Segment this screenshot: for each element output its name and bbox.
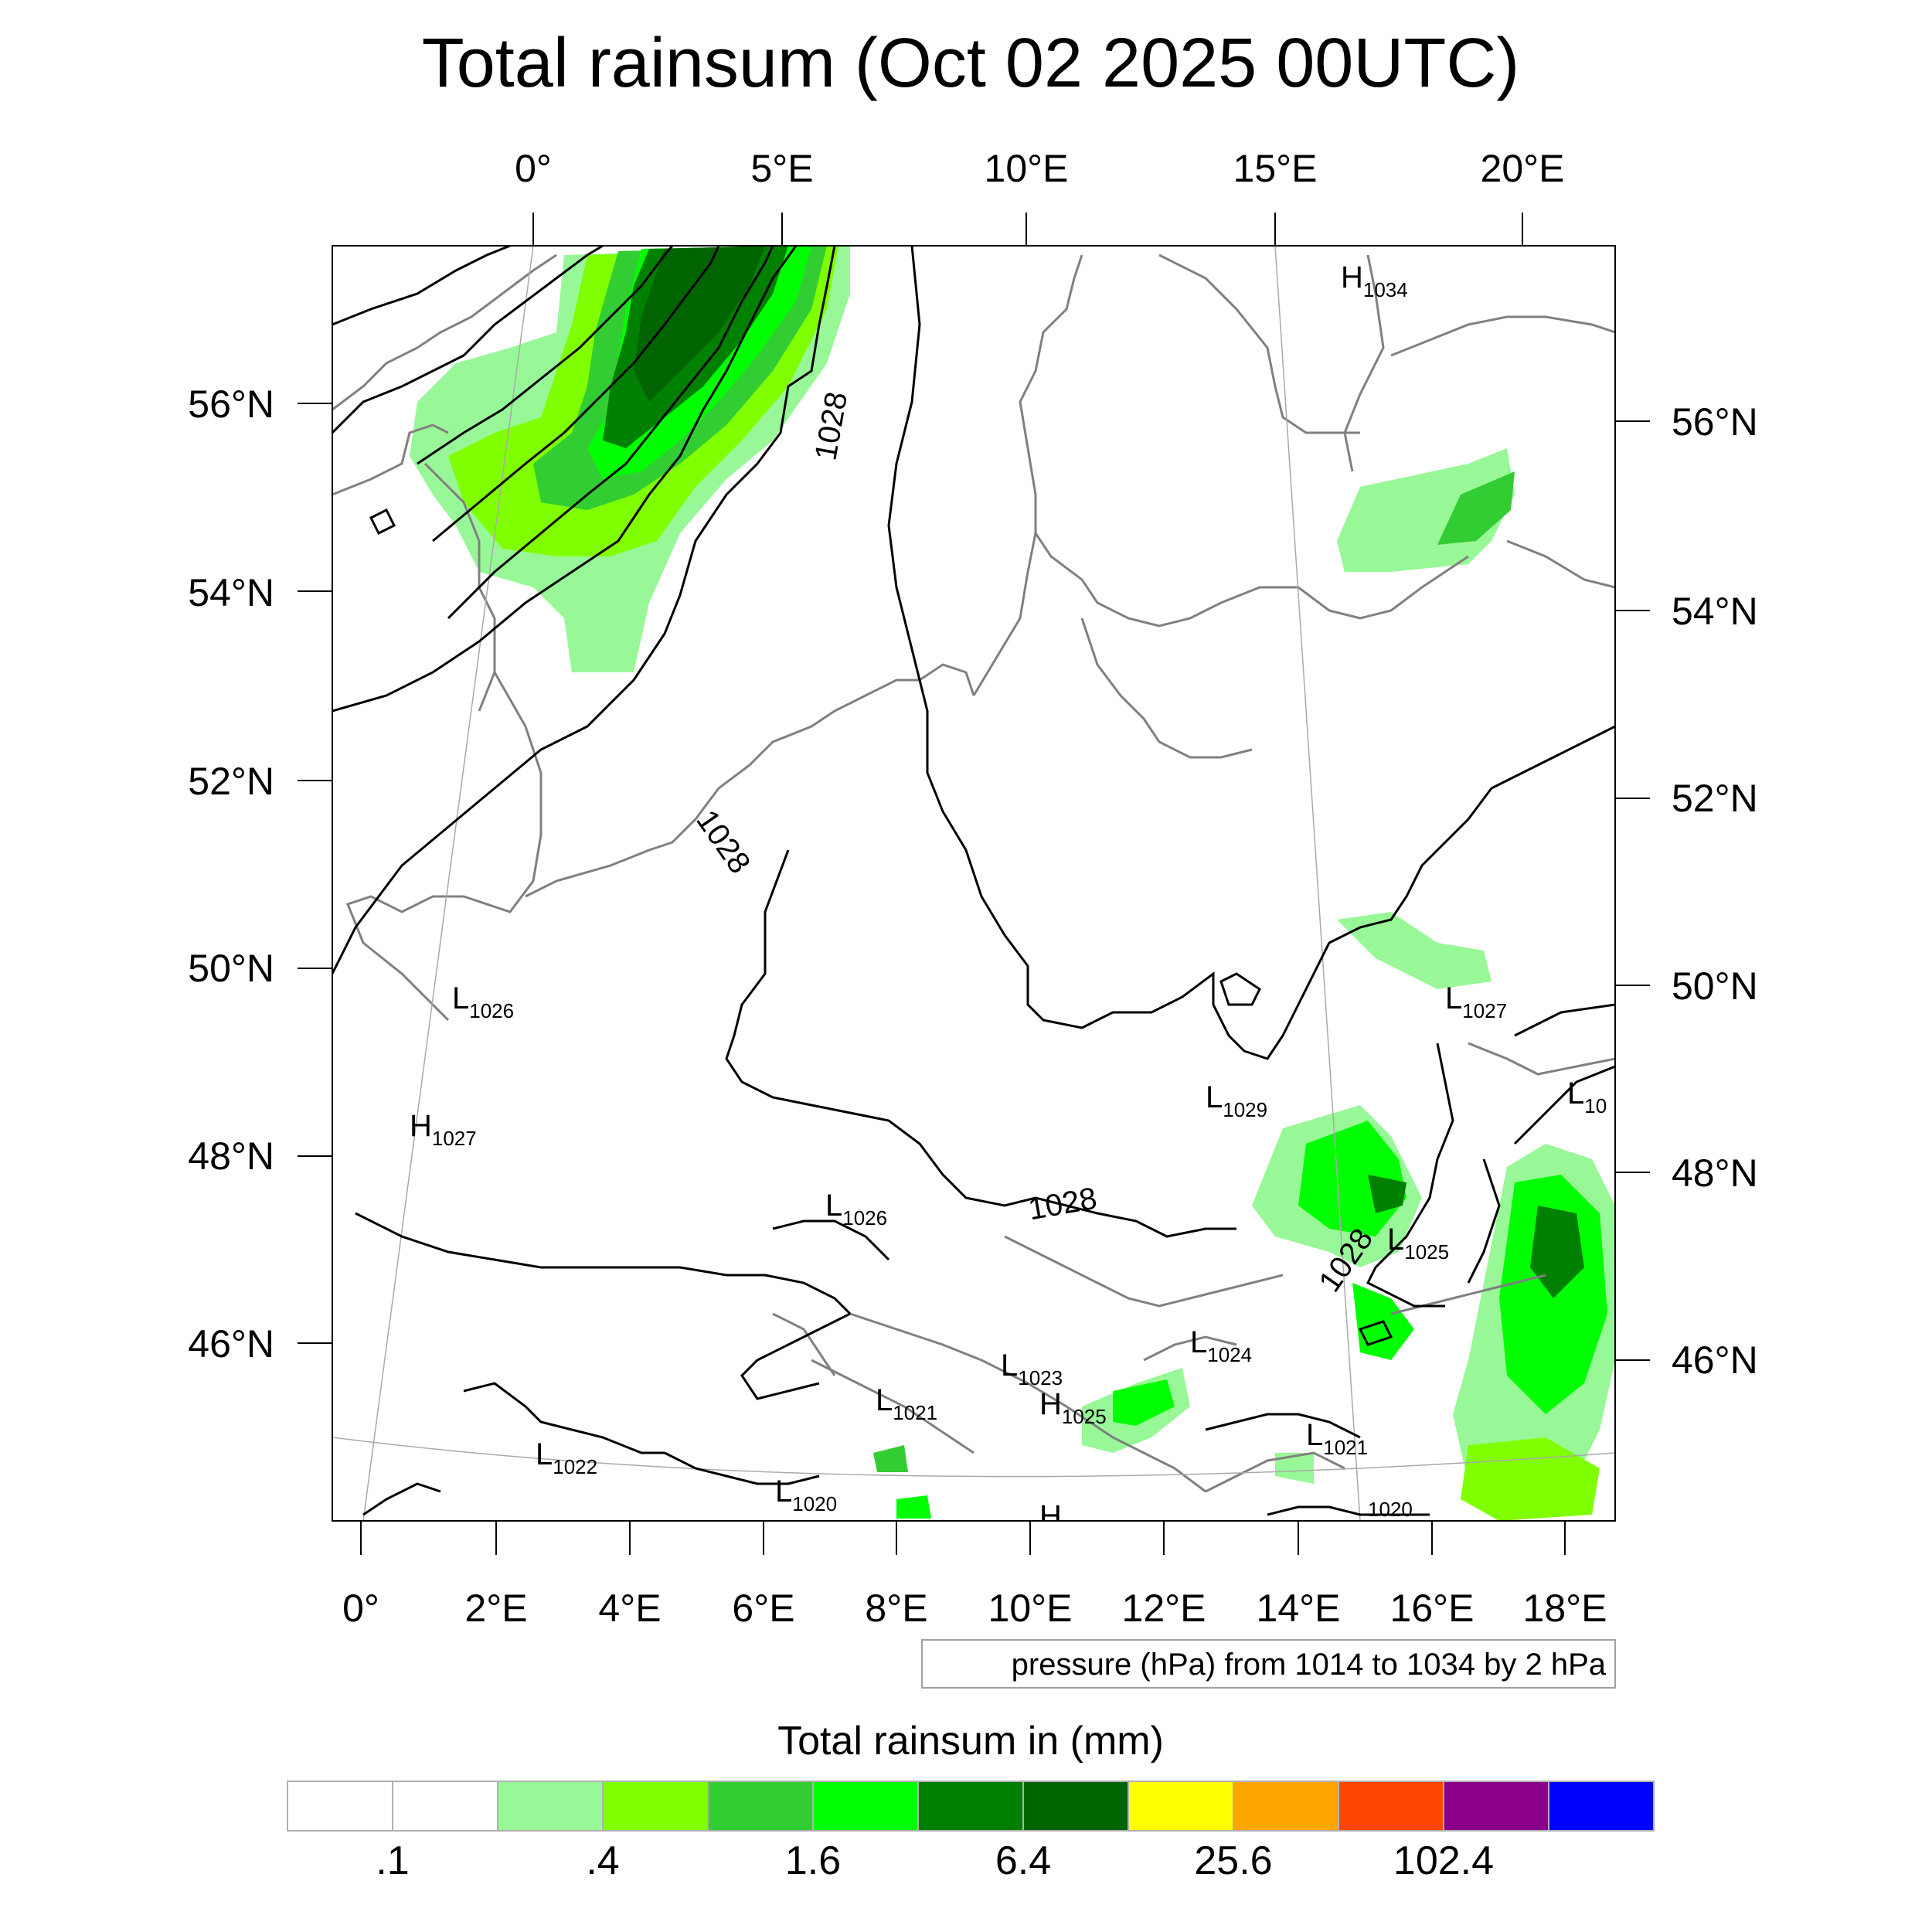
map-area[interactable]: 1028 1028 1028 1028 1020 H1034 L1026 H10… — [332, 246, 1615, 1533]
pressure-center: L1025 — [1387, 1223, 1449, 1264]
pressure-center: L1024 — [1190, 1325, 1252, 1366]
right-lat-label: 48°N — [1672, 1151, 1758, 1195]
top-lon-label: 20°E — [1481, 147, 1565, 190]
bottom-lon-label: 0° — [342, 1587, 379, 1630]
pressure-center: H — [1039, 1499, 1062, 1533]
left-lat-ticks — [298, 403, 332, 1344]
right-lat-label: 46°N — [1672, 1338, 1758, 1382]
rain-area-darkest — [634, 246, 765, 402]
bottom-lon-label: 6°E — [732, 1587, 794, 1630]
top-lon-label: 5°E — [750, 147, 813, 190]
left-lat-label: 56°N — [188, 383, 274, 426]
legend-color-box — [1233, 1781, 1339, 1832]
pressure-center: L1020 — [775, 1475, 837, 1515]
isobar-label: 1020 — [1368, 1498, 1413, 1521]
rain-area-light — [1337, 912, 1492, 989]
rain-area-bright — [1113, 1379, 1175, 1426]
pressure-center: H1034 — [1341, 260, 1408, 301]
rain-area-lime — [1461, 1437, 1600, 1521]
bottom-lon-label: 18°E — [1523, 1587, 1607, 1630]
map-frame — [332, 245, 1616, 1522]
bottom-lon-label: 10°E — [988, 1587, 1073, 1630]
pressure-center: L1029 — [1206, 1080, 1267, 1121]
bottom-lon-label: 14°E — [1257, 1587, 1341, 1630]
legend-title: Total rainsum in (mm) — [777, 1719, 1164, 1764]
rain-area-mid — [873, 1445, 908, 1472]
legend-color-box — [917, 1781, 1024, 1832]
legend-color-box — [1443, 1781, 1549, 1832]
page-title: Total rainsum (Oct 02 2025 00UTC) — [422, 25, 1520, 102]
right-lat-label: 54°N — [1672, 590, 1758, 633]
legend-color-bar — [287, 1781, 1655, 1832]
legend-color-box — [812, 1781, 919, 1832]
isobars — [332, 246, 1615, 1516]
bottom-lon-label: 4°E — [598, 1587, 661, 1630]
pressure-center: H1025 — [1039, 1387, 1107, 1428]
right-lat-label: 56°N — [1672, 400, 1758, 444]
legend-label: .1 — [376, 1838, 409, 1883]
bottom-lon-ticks — [360, 1521, 1566, 1555]
rain-area-dark — [1368, 1175, 1406, 1213]
left-lat-label: 48°N — [188, 1134, 274, 1178]
left-lat-label: 54°N — [188, 571, 274, 614]
top-lon-labels: 0° 5°E 10°E 15°E 20°E — [515, 147, 1564, 190]
pressure-center: L1027 — [1445, 981, 1507, 1022]
legend-label: 6.4 — [995, 1838, 1051, 1883]
pressure-center: L1021 — [1306, 1418, 1368, 1459]
top-lon-label: 15°E — [1233, 147, 1318, 190]
top-lon-label: 10°E — [985, 147, 1069, 190]
legend-color-box — [392, 1781, 498, 1832]
top-lon-ticks — [532, 213, 1523, 246]
legend-color-box — [1338, 1781, 1444, 1832]
pressure-center: L1023 — [1001, 1349, 1063, 1389]
bottom-lon-label: 12°E — [1122, 1587, 1206, 1630]
legend-color-box — [1128, 1781, 1234, 1832]
rain-area-mid — [1437, 471, 1515, 545]
left-lat-labels: 56°N 54°N 52°N 50°N 48°N 46°N — [188, 383, 274, 1366]
pressure-center: H1027 — [410, 1109, 477, 1150]
pressure-center: L1022 — [536, 1437, 597, 1478]
legend-color-box — [707, 1781, 814, 1832]
right-lat-labels: 56°N 54°N 52°N 50°N 48°N 46°N — [1672, 400, 1758, 1382]
left-lat-label: 46°N — [188, 1322, 274, 1366]
bottom-lon-labels: 0° 2°E 4°E 6°E 8°E 10°E 12°E 14°E 16°E 1… — [342, 1587, 1607, 1630]
graticule — [332, 246, 1615, 1521]
legend-color-box — [1548, 1781, 1655, 1832]
legend-label: 1.6 — [785, 1838, 841, 1883]
pressure-note: pressure (hPa) from 1014 to 1034 by 2 hP… — [1012, 1648, 1607, 1682]
pressure-center: L1021 — [876, 1383, 937, 1424]
bottom-lon-label: 16°E — [1390, 1587, 1475, 1630]
legend-label: 25.6 — [1194, 1838, 1272, 1883]
rain-area-light — [1275, 1453, 1314, 1484]
bottom-lon-label: 8°E — [865, 1587, 927, 1630]
legend-color-box — [1022, 1781, 1129, 1832]
legend-color-box — [602, 1781, 709, 1832]
legend-labels: .1 .4 1.6 6.4 25.6 102.4 — [376, 1838, 1494, 1883]
left-lat-label: 52°N — [188, 760, 274, 803]
right-lat-ticks — [1615, 420, 1650, 1361]
right-lat-label: 52°N — [1672, 777, 1758, 820]
pressure-center: L1026 — [825, 1189, 887, 1230]
bottom-lon-label: 2°E — [464, 1587, 527, 1630]
pressure-center: L10 — [1567, 1077, 1607, 1117]
pressure-center: L1026 — [452, 981, 514, 1022]
pressure-centers: H1034 L1026 H1027 L1027 L1029 L10 L1026 … — [410, 260, 1607, 1533]
legend-color-box — [497, 1781, 604, 1832]
left-lat-label: 50°N — [188, 947, 274, 990]
legend-label: .4 — [586, 1838, 619, 1883]
pressure-note-box: pressure (hPa) from 1014 to 1034 by 2 hP… — [921, 1639, 1616, 1689]
legend-color-box — [287, 1781, 393, 1832]
rain-area-bright — [896, 1495, 931, 1519]
top-lon-label: 0° — [515, 147, 552, 190]
right-lat-label: 50°N — [1672, 964, 1758, 1008]
legend-label: 102.4 — [1393, 1838, 1494, 1883]
